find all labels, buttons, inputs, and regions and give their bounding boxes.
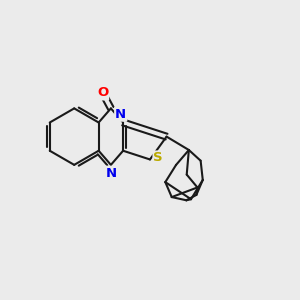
- Text: O: O: [97, 86, 108, 99]
- Text: N: N: [115, 108, 126, 121]
- Text: S: S: [154, 152, 163, 164]
- Text: N: N: [105, 167, 116, 180]
